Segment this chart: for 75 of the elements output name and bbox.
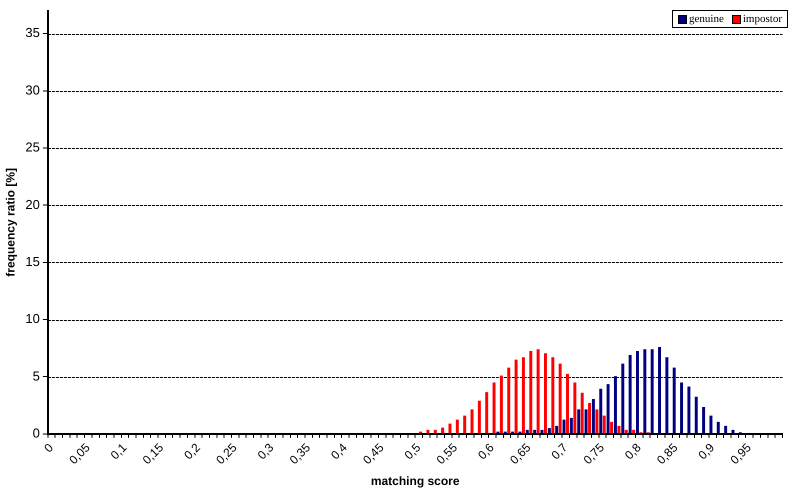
bar [529,351,532,434]
bar [724,426,728,434]
bar [558,364,562,434]
bar [580,392,584,434]
bar [448,424,452,434]
bar [614,376,617,434]
legend-label: impostor [742,13,782,25]
x-tick-label: 0,3 [254,440,277,462]
bar [485,392,488,434]
bar [610,422,614,434]
bar [533,430,536,434]
y-tick-label: 5 [32,368,40,384]
bar [592,399,595,434]
bar [650,349,654,434]
bar [555,426,558,434]
bar [434,430,437,434]
x-tick-label: 0,8 [622,440,644,462]
bar [672,368,676,434]
bar [562,420,566,434]
bar [441,428,444,434]
legend-label: genuine [689,13,724,25]
bar [732,430,734,434]
x-tick-label: 0,6 [475,440,497,462]
bar [624,430,628,434]
bar [470,409,474,434]
bar [709,416,712,434]
bar [716,422,720,434]
bar [606,384,610,434]
bar [573,382,576,434]
bar [702,407,706,434]
bar [514,360,518,434]
bar [570,418,573,434]
bar [478,400,481,434]
bar [621,364,624,434]
bar [544,353,547,434]
bar [643,349,646,434]
bar [588,403,592,434]
y-tick-label: 15 [25,254,40,269]
bar [617,426,620,434]
x-axis-title: matching score [370,474,460,488]
bar [548,428,551,434]
y-tick-label: 10 [25,311,40,326]
x-tick-label: 0,4 [328,440,350,462]
bar [522,357,525,434]
bar [566,374,569,434]
bar [636,351,639,434]
x-tick-label: 0,5 [402,440,424,462]
x-tick-label: 0,1 [108,440,130,462]
bar [500,376,503,434]
bar [456,420,459,434]
y-axis-title: frequency ratio [%] [4,168,18,277]
bar [426,430,430,434]
bar [584,409,588,434]
bar [687,386,690,434]
bar [551,357,554,434]
bar [665,357,668,434]
y-tick-label: 30 [25,82,40,98]
bar [536,349,540,434]
bar [540,430,544,434]
bar [492,382,496,434]
x-tick-label: 0,2 [181,440,204,462]
bar [526,430,529,434]
bar [628,355,632,434]
bar [595,409,598,434]
x-tick-label: 0,7 [548,440,570,462]
bar [632,430,636,434]
y-tick-label: 25 [25,140,40,155]
bar [658,346,662,434]
bar [577,409,580,434]
y-tick-label: 20 [25,196,40,212]
x-tick-label: 0,9 [695,440,718,462]
bar [463,416,466,434]
y-tick-label: 0 [32,425,40,440]
y-tick-label: 35 [25,25,40,40]
bar [680,382,684,434]
